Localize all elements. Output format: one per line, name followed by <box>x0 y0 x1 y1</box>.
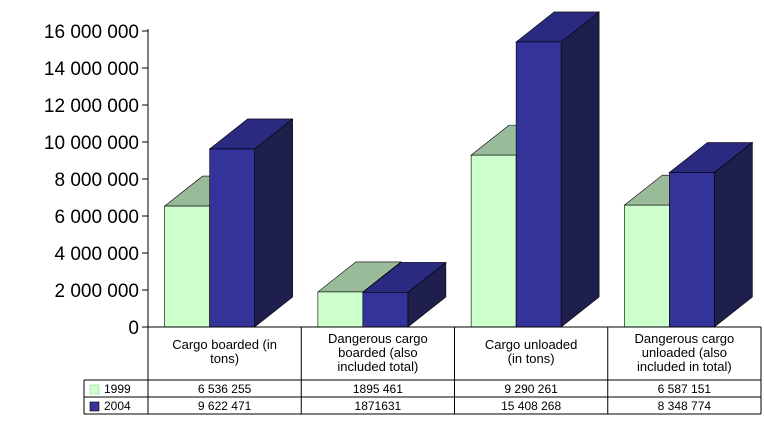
category-label: Dangerous cargo <box>635 331 735 346</box>
bar-front <box>624 204 670 328</box>
y-tick-label: 6 000 000 <box>54 207 139 228</box>
table-cell-value: 6 587 151 <box>658 382 712 396</box>
bar-front <box>164 205 210 328</box>
bars-layer <box>163 11 754 328</box>
table-cell-value: 6 536 255 <box>198 382 252 396</box>
legend-label-1999: 1999 <box>104 382 131 396</box>
y-tick-label: 4 000 000 <box>54 244 139 265</box>
category-label: unloaded (also <box>642 345 727 360</box>
bar-side <box>560 11 600 328</box>
table-cell-value: 15 408 268 <box>501 399 561 413</box>
y-tick-label: 10 000 000 <box>44 133 139 154</box>
bar-2004-3 <box>668 141 754 328</box>
table-cell-value: 1895 461 <box>353 382 403 396</box>
legend-swatch-2004 <box>89 401 100 412</box>
category-label: Cargo unloaded <box>485 337 578 352</box>
bar-front <box>470 154 517 328</box>
category-label: tons) <box>210 351 239 366</box>
y-tick-label: 8 000 000 <box>54 170 139 191</box>
table-cell-value: 9 290 261 <box>504 382 558 396</box>
y-axis: 0 2 000 000 4 000 000 6 000 000 8 000 000 10 … <box>44 22 149 339</box>
bar-side <box>254 118 293 328</box>
bar-2004-2 <box>515 11 600 328</box>
category-label: Dangerous cargo <box>328 331 428 346</box>
table-cell-value: 9 622 471 <box>198 399 252 413</box>
bar-front <box>317 291 364 328</box>
y-tick-label: 2 000 000 <box>54 281 139 302</box>
bar-front <box>209 148 255 328</box>
category-label: Cargo boarded (in <box>172 337 277 352</box>
y-tick-label: 0 <box>128 318 139 339</box>
bar-2004-0 <box>208 118 294 328</box>
bar-2004-1 <box>362 261 447 328</box>
category-label: included in total) <box>637 359 732 374</box>
bar-side <box>714 141 753 328</box>
bar-front <box>362 292 409 328</box>
category-label: boarded (also <box>338 345 418 360</box>
bar-front <box>669 172 715 328</box>
y-tick-label: 12 000 000 <box>44 96 139 117</box>
legend-label-2004: 2004 <box>104 399 131 413</box>
y-tick-label: 14 000 000 <box>44 59 139 80</box>
legend-swatch-1999 <box>89 384 100 395</box>
category-label: (in tons) <box>508 351 555 366</box>
table-cell-value: 1871631 <box>355 399 402 413</box>
table-cell-value: 8 348 774 <box>658 399 712 413</box>
y-tick-label: 16 000 000 <box>44 22 139 43</box>
bar-front <box>515 41 562 328</box>
category-label: included total) <box>337 359 418 374</box>
